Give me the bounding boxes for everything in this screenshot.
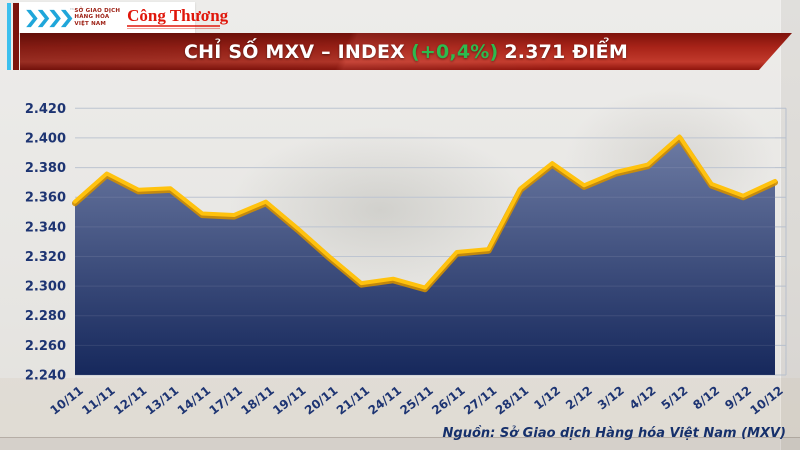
title-change-percent: (+0,4%): [410, 40, 499, 63]
svg-text:2.260: 2.260: [25, 339, 66, 354]
svg-text:20/11: 20/11: [302, 383, 340, 417]
mxv-logo-text: SỞ GIAO DỊCH HÀNG HÓA VIỆT NAM: [74, 7, 121, 27]
page-title: CHỈ SỐ MXV – INDEX (+0,4%) 2.371 ĐIỂM: [184, 41, 628, 63]
accent-stripe-cyan: [7, 3, 11, 70]
svg-text:10/12: 10/12: [747, 383, 785, 417]
congthuong-tagline-rule: [127, 27, 221, 29]
svg-text:21/11: 21/11: [334, 383, 372, 417]
svg-text:2.280: 2.280: [25, 309, 66, 324]
svg-text:2.340: 2.340: [25, 220, 66, 235]
congthuong-tagline-rule: [127, 24, 221, 27]
svg-text:28/11: 28/11: [493, 383, 531, 417]
svg-text:2.360: 2.360: [25, 191, 66, 206]
svg-text:2.420: 2.420: [25, 102, 66, 117]
svg-text:2.400: 2.400: [25, 131, 66, 146]
svg-text:2.300: 2.300: [25, 280, 66, 295]
svg-text:1/12: 1/12: [531, 383, 563, 412]
svg-text:11/11: 11/11: [79, 383, 117, 417]
svg-text:25/11: 25/11: [397, 383, 435, 417]
svg-text:5/12: 5/12: [659, 383, 691, 412]
svg-text:26/11: 26/11: [429, 383, 467, 417]
svg-text:10/11: 10/11: [47, 383, 85, 417]
svg-text:2.380: 2.380: [25, 161, 66, 176]
svg-text:14/11: 14/11: [175, 383, 213, 417]
congthuong-logo: Công Thương: [127, 7, 228, 29]
title-main: CHỈ SỐ MXV – INDEX: [184, 40, 405, 63]
svg-text:12/11: 12/11: [111, 383, 149, 417]
svg-text:17/11: 17/11: [207, 383, 245, 417]
svg-text:3/12: 3/12: [595, 383, 627, 412]
svg-text:2.240: 2.240: [25, 369, 66, 384]
svg-text:19/11: 19/11: [270, 383, 308, 417]
logo-plate: ❯❯❯❯™ SỞ GIAO DỊCH HÀNG HÓA VIỆT NAM Côn…: [19, 2, 228, 33]
accent-stripe-maroon: [13, 3, 19, 70]
svg-text:24/11: 24/11: [366, 383, 404, 417]
svg-text:13/11: 13/11: [143, 383, 181, 417]
congthuong-wordmark: Công Thương: [127, 5, 229, 25]
title-banner: CHỈ SỐ MXV – INDEX (+0,4%) 2.371 ĐIỂM: [20, 33, 792, 70]
svg-text:4/12: 4/12: [627, 383, 659, 412]
svg-text:2.320: 2.320: [25, 250, 66, 265]
source-note: Nguồn: Sở Giao dịch Hàng hóa Việt Nam (M…: [442, 426, 786, 441]
svg-text:18/11: 18/11: [238, 383, 276, 417]
title-index-value: 2.371 ĐIỂM: [504, 40, 628, 63]
svg-text:8/12: 8/12: [690, 383, 722, 412]
svg-text:2/12: 2/12: [563, 383, 595, 412]
svg-text:27/11: 27/11: [461, 383, 499, 417]
